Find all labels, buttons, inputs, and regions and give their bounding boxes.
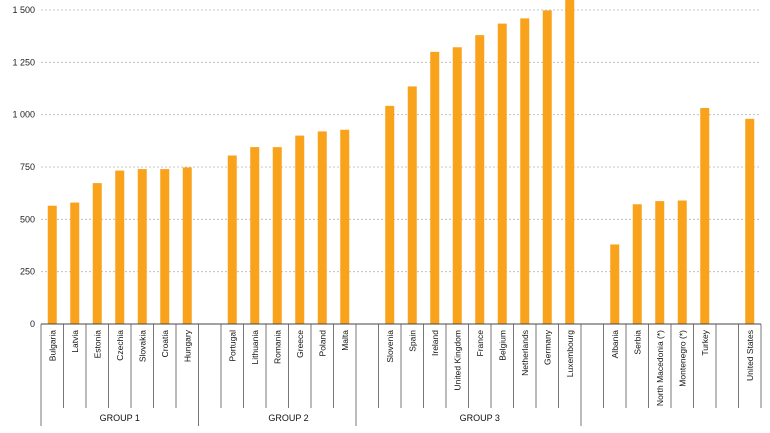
bar-germany — [542, 10, 552, 324]
y-tick-label: 250 — [20, 267, 35, 277]
category-label: Albania — [610, 330, 620, 359]
bar-slovakia — [137, 169, 147, 324]
category-label: Spain — [407, 330, 417, 352]
bar-montenegro — [677, 200, 687, 324]
category-label: Lithuania — [250, 330, 260, 365]
y-tick-label: 0 — [30, 319, 35, 329]
bar-malta — [340, 129, 350, 324]
category-label: Slovenia — [385, 330, 395, 363]
group-label: GROUP 1 — [100, 413, 140, 423]
category-label: Turkey — [700, 329, 710, 355]
y-tick-label: 1 500 — [12, 5, 35, 15]
bar-belgium — [497, 23, 507, 325]
category-label: Latvia — [70, 330, 80, 353]
bar-france — [475, 35, 485, 325]
bar-romania — [272, 147, 282, 324]
y-tick-label: 1 000 — [12, 110, 35, 120]
bar-portugal — [227, 155, 237, 324]
bar-united-kingdom — [452, 47, 462, 325]
category-label: Netherlands — [520, 330, 530, 376]
y-axis-ticks: 0 250 500 750 1 000 1 250 1 500 — [12, 5, 35, 329]
bar-greece — [295, 135, 305, 324]
bar-spain — [407, 86, 417, 324]
group-label: GROUP 3 — [460, 413, 500, 423]
bars — [47, 0, 755, 325]
bar-latvia — [70, 202, 80, 324]
category-label: Germany — [542, 329, 552, 365]
category-label: Hungary — [182, 329, 192, 362]
category-label: Romania — [272, 330, 282, 364]
bar-north-macedonia — [655, 201, 665, 324]
bar-serbia — [632, 204, 642, 324]
y-tick-label: 500 — [20, 214, 35, 224]
group-label: GROUP 2 — [268, 413, 308, 423]
bar-ireland — [430, 51, 440, 324]
bar-united-states — [745, 118, 755, 324]
bar-bulgaria — [47, 205, 57, 324]
bar-netherlands — [520, 18, 530, 325]
group-labels: GROUP 1 GROUP 2 GROUP 3 — [40, 408, 582, 426]
category-labels: Bulgaria Latvia Estonia Czechia Slovakia Croa… — [40, 324, 762, 408]
category-label: Estonia — [92, 330, 102, 359]
category-label: North Macedonia (*) — [655, 330, 665, 406]
category-label: Croatia — [160, 330, 170, 358]
category-label: Czechia — [115, 330, 125, 361]
bar-hungary — [182, 167, 192, 324]
bar-estonia — [92, 183, 102, 324]
y-tick-label: 1 250 — [12, 57, 35, 67]
category-label: Slovakia — [137, 330, 147, 362]
bar-lithuania — [250, 147, 260, 324]
bar-croatia — [160, 169, 170, 324]
category-label: Serbia — [632, 330, 642, 355]
category-label: Montenegro (*) — [677, 330, 687, 387]
category-label: United States — [745, 330, 755, 381]
category-label: Greece — [295, 330, 305, 358]
category-label: Portugal — [227, 330, 237, 362]
category-label: Luxembourg — [565, 330, 575, 378]
category-label: United Kingdom — [452, 330, 462, 390]
bar-poland — [317, 131, 327, 324]
category-label: Malta — [340, 330, 350, 351]
bar-slovenia — [385, 105, 395, 324]
category-label: Bulgaria — [47, 330, 57, 361]
category-label: Ireland — [430, 330, 440, 356]
y-tick-label: 750 — [20, 162, 35, 172]
bar-luxembourg — [565, 0, 575, 324]
category-label: France — [475, 330, 485, 357]
bar-czechia — [115, 170, 125, 324]
bar-turkey — [700, 107, 710, 324]
gridlines — [41, 9, 761, 273]
category-label: Poland — [317, 330, 327, 357]
bar-albania — [610, 244, 620, 324]
category-label: Belgium — [497, 330, 507, 361]
